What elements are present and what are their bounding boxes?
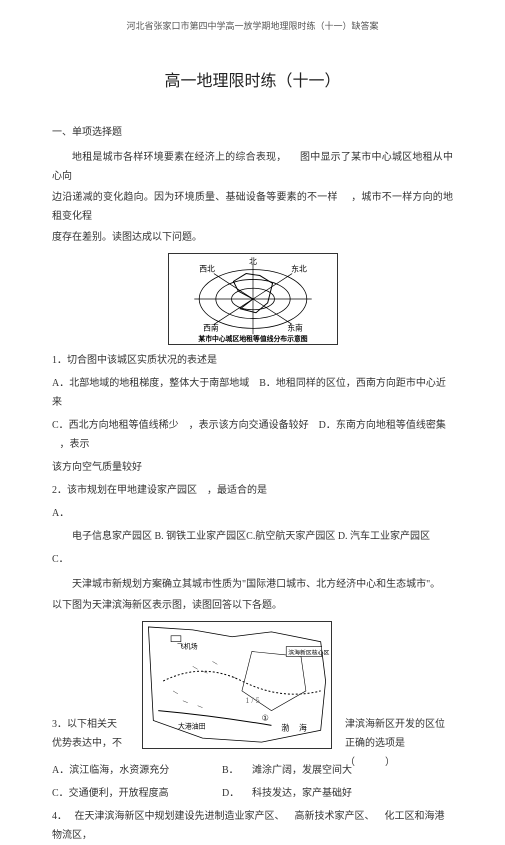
q1-option-a: A．北部地域的地租梯度，整体大于南部地域	[52, 378, 249, 389]
q1-option-c1: C．西北方向地租等值线稀少	[52, 420, 179, 431]
q3-flow-left: 3．以下相关天 优势表达中，不	[52, 715, 140, 753]
q3-option-b-prefix: B．	[222, 761, 252, 780]
q4-c: 高新技术家产区、	[295, 811, 375, 822]
intro-2a: 天津城市新规划方案确立其城市性质为"国际港口城市、北方经济中心和生态城市"。	[52, 575, 453, 594]
intro-paragraph-3: 度存在差别。读图达成以下问题。	[52, 228, 453, 247]
q3-left-text: 3．以下相关天	[52, 719, 117, 730]
svg-text:海: 海	[299, 723, 307, 733]
section-1-heading: 一、单项选择题	[52, 123, 453, 142]
intro-text-a: 地租是城市各样环境要素在经济上的综合表现，	[72, 152, 286, 163]
q1-option-d2: ，表示	[60, 439, 90, 450]
q1-options-line3: 该方向空气质量较好	[52, 458, 453, 477]
q2-options: 电子信息家产园区 B. 钢铁工业家产园区C.航空航天家产园区 D. 汽车工业家产…	[52, 527, 453, 546]
fig1-label-ne: 东北	[291, 264, 307, 274]
fig1-label-sw: 西南	[203, 323, 219, 333]
page-title: 高一地理限时练（十一）	[52, 67, 453, 97]
q3-right-3: （ ）	[345, 757, 395, 768]
q3-options-row2: C．交通便利，开放程度高 D． 科技发达，家产基础好	[52, 784, 453, 803]
q4-b: 在天津滨海新区中规划建设先进制造业家产区、	[75, 811, 285, 822]
q3-option-b: 滩涂广阔，发展空间大	[252, 761, 352, 780]
q2-option-c-prefix: C．	[52, 550, 453, 569]
question-4: 4． 在天津滨海新区中规划建设先进制造业家产区、 高新技术家产区、 化工区和海港…	[52, 807, 453, 845]
fig1-label-n: 北	[249, 257, 257, 266]
question-2: 2．该市规划在甲地建设家产园区 ，最适合的是	[52, 481, 453, 500]
q3-right-2: 正确的选项是	[345, 738, 405, 749]
q1-option-d1: D．东南方向地租等值线密集	[319, 420, 446, 431]
q3-line2: 优势表达中，不	[52, 738, 122, 749]
q1-options-line1: A．北部地域的地租梯度，整体大于南部地域 B．地租同样的区位，西南方向距市中心近…	[52, 374, 453, 412]
q3-flow-right: 津滨海新区开发的区位 正确的选项是 （ ）	[345, 715, 457, 772]
figure-1: 北 西北 东北 西南 东南 某市中心城区地租等值线分布示意图	[168, 253, 338, 345]
fig1-caption: 某市中心城区地租等值线分布示意图	[198, 335, 307, 344]
q3-option-c: C．交通便利，开放程度高	[52, 784, 222, 803]
q2-text-b: ，最适合的是	[207, 485, 267, 496]
fig2-airport: 飞机场	[177, 642, 198, 651]
intro-paragraph-1: 地租是城市各样环境要素在经济上的综合表现， 图中显示了某市中心城区地租从中心向	[52, 148, 453, 186]
q4-a: 4．	[52, 811, 67, 822]
intro-2b: 以下图为天津滨海新区表示图，读图回答以下各题。	[52, 596, 453, 615]
q3-option-d-prefix: D．	[222, 784, 252, 803]
q3-right-1: 津滨海新区开发的区位	[345, 719, 445, 730]
fig2-land1: 大港油田	[178, 722, 206, 731]
fig1-label-nw: 西北	[199, 265, 215, 274]
figure-1-container: 北 西北 东北 西南 东南 某市中心城区地租等值线分布示意图	[52, 253, 453, 345]
q2-text: 2．该市规划在甲地建设家产园区	[52, 485, 197, 496]
q1-options-line2: C．西北方向地租等值线稀少 ，表示该方向交通设备较好 D．东南方向地租等值线密集…	[52, 416, 453, 454]
q3-option-a: A．滨江临海，水资源充分	[52, 761, 222, 780]
fig2-zone: 滨海新区核心区	[288, 649, 329, 657]
fig1-label-se: 东南	[287, 323, 303, 333]
figure-2-wrap: 飞机场 滨海新区核心区 渤 海 大港油田 ① 3．以下相关天 优势表达中，不 津…	[52, 617, 453, 757]
fig2-num: ①	[262, 714, 269, 723]
page-header: 河北省张家口市第四中学高一放学期地理限时练（十一）缺答案	[52, 18, 453, 35]
intro-text-c: 边沿递减的变化趋向。因为环境质量、基础设备等要素的不一样	[52, 192, 338, 203]
figure-2: 飞机场 滨海新区核心区 渤 海 大港油田 ①	[142, 621, 332, 749]
q1-option-c2: ，表示该方向交通设备较好	[189, 420, 309, 431]
q2-option-a-prefix: A．	[52, 504, 453, 523]
page-footer: 1 / 5	[0, 693, 505, 708]
q3-option-d: 科技发达，家产基础好	[252, 784, 352, 803]
question-1: 1．切合图中该城区实质状况的表述是	[52, 351, 453, 370]
intro-paragraph-2: 边沿递减的变化趋向。因为环境质量、基础设备等要素的不一样 ，城市不一样方向的地租…	[52, 188, 453, 226]
fig2-sea: 渤	[281, 723, 289, 733]
